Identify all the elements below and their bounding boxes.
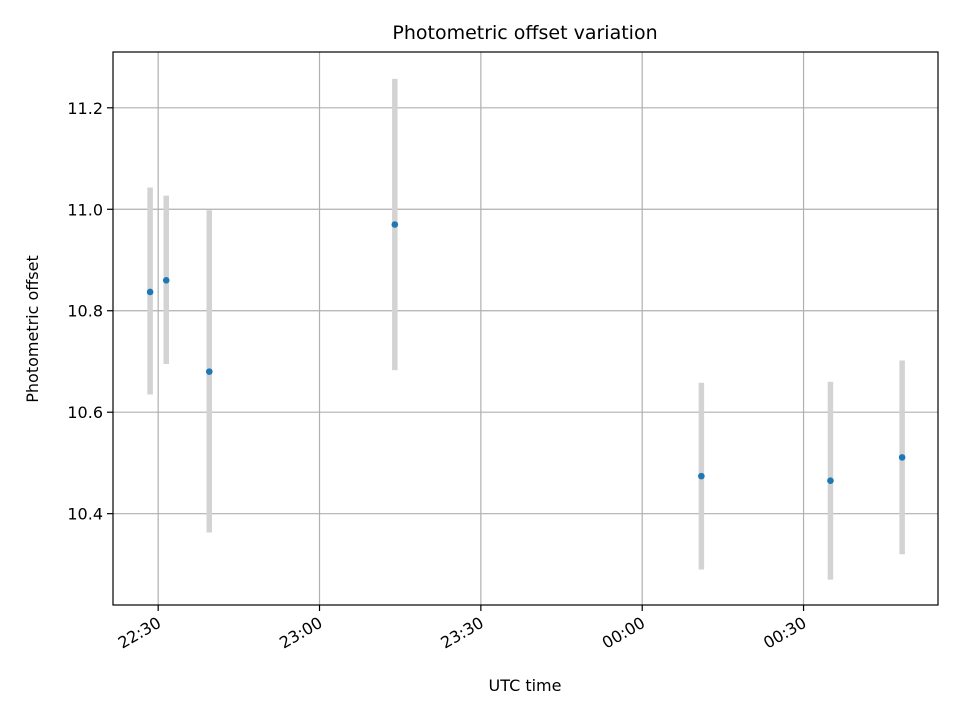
data-points [146,221,906,485]
data-point [698,472,705,480]
x-axis-label: UTC time [489,676,562,695]
data-point [391,221,399,228]
y-axis-ticks: 10.4 10.6 10.8 11.0 11.2 [67,99,113,524]
chart-title: Photometric offset variation [392,22,657,44]
y-tick-label: 10.8 [67,302,103,321]
grid [113,52,938,605]
data-point [827,477,834,485]
data-point [205,368,213,375]
y-tick-label: 11.2 [67,99,103,118]
y-tick-label: 11.0 [67,200,103,219]
data-point [898,454,906,461]
y-tick-label: 10.4 [67,505,103,524]
y-tick-label: 10.6 [67,403,103,422]
data-point [162,277,170,284]
data-point [146,288,154,296]
y-axis-label: Photometric offset [23,255,42,403]
plot-area-frame [112,51,939,606]
